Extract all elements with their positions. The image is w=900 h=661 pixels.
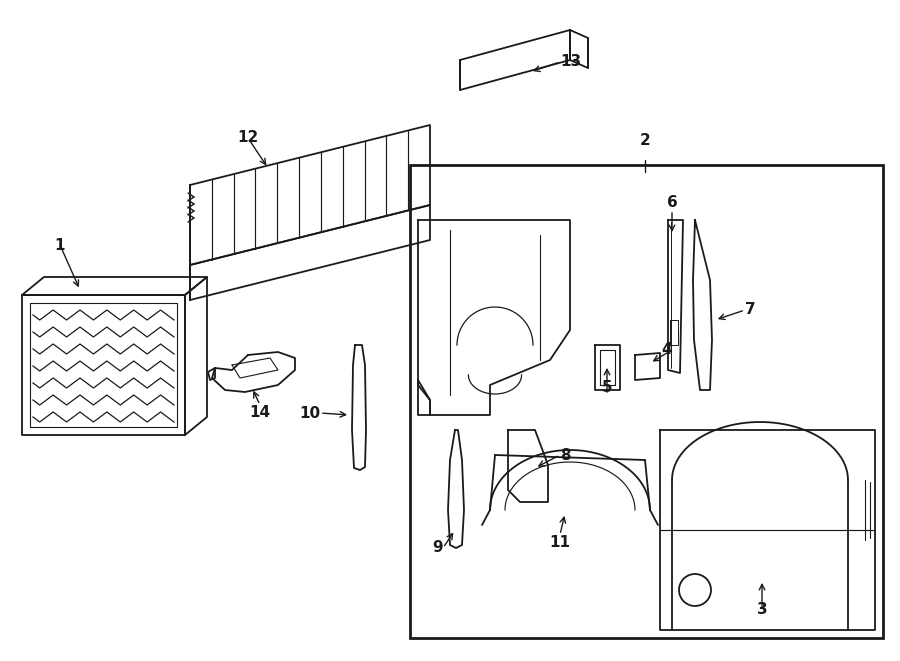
Bar (410, 165, 883, 638)
Text: 5: 5 (602, 380, 612, 395)
Text: 13: 13 (560, 54, 581, 69)
Text: 9: 9 (432, 541, 443, 555)
Text: 7: 7 (745, 303, 756, 317)
Text: 1: 1 (55, 237, 65, 253)
Text: 14: 14 (249, 405, 271, 420)
Text: 11: 11 (550, 535, 571, 550)
Text: 8: 8 (560, 447, 571, 463)
Text: 12: 12 (238, 130, 258, 145)
Text: 3: 3 (757, 602, 768, 617)
Text: 2: 2 (640, 133, 651, 148)
Text: 4: 4 (662, 342, 672, 358)
Text: 6: 6 (667, 195, 678, 210)
Text: 10: 10 (299, 405, 320, 420)
